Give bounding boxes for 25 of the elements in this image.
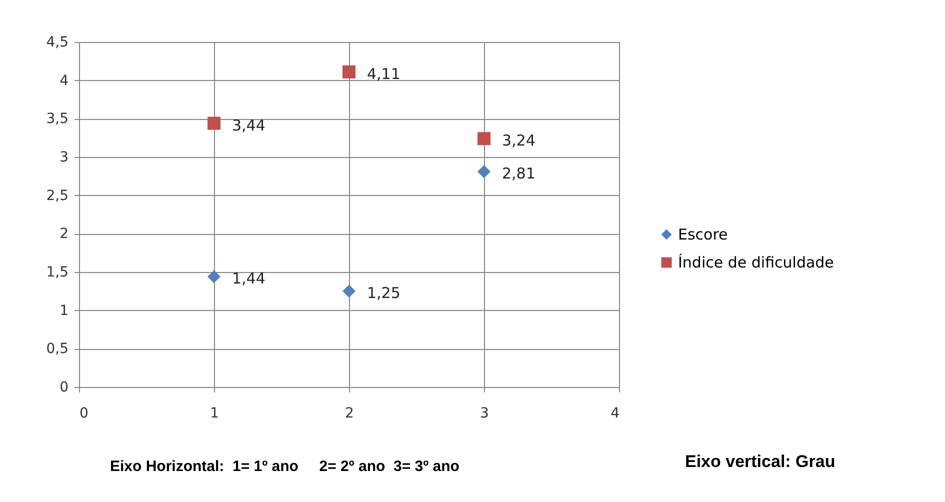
- y-tick-label: 0,5: [46, 341, 68, 358]
- y-tick-label: 4: [60, 72, 69, 89]
- x-tick-label: 4: [610, 406, 620, 422]
- y-tick-label: 1: [60, 302, 68, 319]
- y-tick-label: 3: [60, 150, 68, 166]
- y-tick-label: 2,5: [46, 188, 68, 204]
- text: Eixo Horizontal: 1= 1º ano 2= 2º ano 3= 3º ano: [110, 458, 460, 475]
- x-tick-label: 3: [480, 406, 489, 422]
- x-tick-label: 2: [345, 406, 354, 422]
- legend-label: Índice de dificuldade: [678, 254, 834, 272]
- data-label: 1,25: [367, 284, 400, 302]
- data-label: 3,44: [232, 116, 266, 134]
- y-tick-label: 2: [60, 226, 68, 242]
- y-tick-label: 1,5: [46, 264, 68, 280]
- text: Eixo vertical: Grau: [685, 452, 836, 472]
- data-label: 3,24: [502, 132, 536, 150]
- y-tick-label: 3,5: [46, 111, 68, 128]
- data-label: 2,81: [502, 164, 536, 183]
- x-tick-label: 1: [210, 406, 219, 422]
- x-tick-label: 0: [80, 406, 88, 422]
- legend-label: Escore: [678, 226, 728, 244]
- data-label: 4,11: [367, 64, 400, 83]
- y-tick-label: 4,5: [46, 34, 68, 50]
- data-label: 1,44: [232, 270, 266, 288]
- y-tick-label: 0: [60, 380, 68, 396]
